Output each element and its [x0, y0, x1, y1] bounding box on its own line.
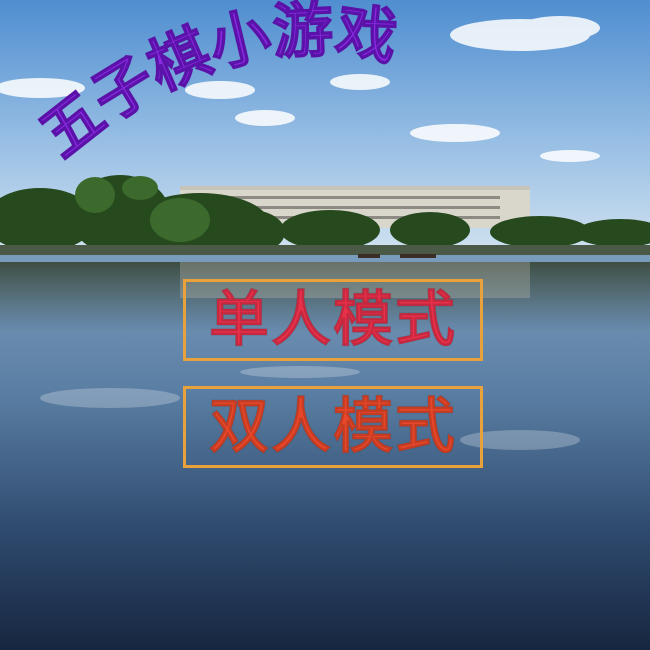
single-player-button[interactable]: 单人模式	[183, 279, 483, 361]
single-player-label: 单人模式	[209, 285, 457, 355]
game-title-text: 五子棋小游戏	[28, 0, 402, 171]
game-title: 五子棋小游戏	[27, 0, 402, 172]
two-player-label: 双人模式	[209, 392, 457, 462]
two-player-button[interactable]: 双人模式	[183, 386, 483, 468]
